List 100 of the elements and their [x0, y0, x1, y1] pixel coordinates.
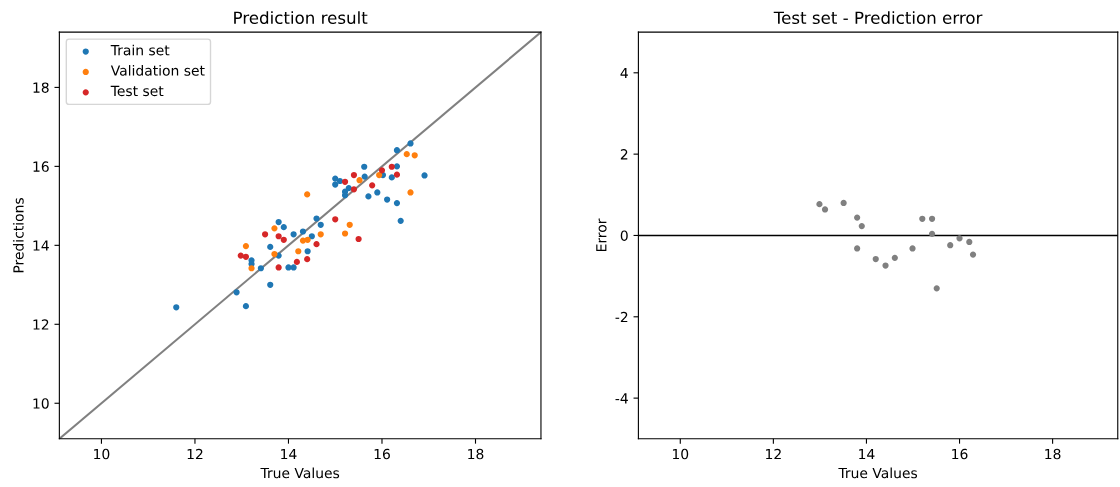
- point: [248, 265, 255, 272]
- x-axis-title: True Values: [260, 467, 340, 479]
- point: [271, 250, 278, 258]
- point: [173, 304, 180, 311]
- point: [361, 163, 368, 170]
- point: [947, 242, 954, 249]
- point: [821, 206, 829, 213]
- y-tick-label: 4: [620, 67, 628, 79]
- point: [407, 140, 414, 147]
- point: [388, 163, 395, 170]
- point: [275, 233, 282, 240]
- x-tick-label: 10: [94, 448, 110, 460]
- point: [361, 173, 368, 180]
- point: [388, 174, 395, 181]
- point: [397, 217, 404, 224]
- point: [393, 199, 401, 207]
- point: [858, 223, 865, 230]
- y-tick-label: 2: [620, 149, 628, 160]
- point: [421, 172, 428, 179]
- point: [290, 231, 297, 238]
- point: [299, 228, 307, 235]
- point: [304, 248, 311, 255]
- point: [261, 231, 269, 238]
- y-tick-label: 12: [33, 319, 49, 330]
- point: [345, 184, 352, 192]
- point: [407, 189, 414, 196]
- point: [928, 230, 936, 237]
- point: [242, 303, 250, 310]
- point: [233, 289, 240, 296]
- point: [285, 264, 292, 271]
- y-tick-label: -4: [615, 393, 628, 404]
- point: [872, 255, 879, 263]
- point: [308, 233, 315, 240]
- point: [242, 253, 250, 260]
- point: [891, 254, 898, 261]
- point: [384, 196, 391, 203]
- point: [393, 147, 401, 154]
- x-tick-label: 14: [859, 448, 875, 460]
- y-tick-label: 10: [33, 398, 49, 409]
- point: [378, 167, 386, 174]
- point: [816, 201, 823, 208]
- y-tick-label: 14: [33, 240, 49, 251]
- point: [237, 252, 244, 259]
- point: [356, 177, 363, 184]
- point: [854, 214, 861, 221]
- point: [374, 189, 381, 196]
- point: [280, 224, 287, 231]
- point: [267, 243, 274, 251]
- point: [336, 177, 344, 185]
- point: [933, 285, 940, 292]
- point: [267, 281, 274, 288]
- point: [341, 230, 349, 237]
- point: [313, 215, 320, 222]
- legend-label: Train set: [110, 44, 170, 56]
- point: [956, 235, 963, 242]
- point: [332, 216, 339, 223]
- x-tick-label: 18: [1045, 448, 1061, 460]
- point: [919, 215, 926, 222]
- legend-label: Test set: [110, 85, 164, 97]
- y-tick-label: 18: [33, 82, 49, 93]
- y-tick-label: -2: [615, 311, 628, 323]
- point: [275, 264, 282, 271]
- x-axis-title: True Values: [838, 467, 918, 479]
- point: [369, 182, 376, 189]
- x-tick-label: 12: [187, 448, 203, 460]
- x-tick-label: 12: [766, 448, 781, 460]
- point: [376, 171, 383, 179]
- point: [280, 236, 287, 243]
- x-tick-label: 16: [374, 448, 390, 460]
- point: [290, 264, 297, 271]
- point: [271, 225, 278, 232]
- point: [242, 243, 250, 250]
- x-tick-label: 18: [468, 448, 484, 460]
- chart-title: Prediction result: [234, 11, 368, 25]
- legend-label: Validation set: [110, 65, 205, 76]
- point: [293, 258, 300, 266]
- point: [304, 236, 311, 243]
- y-axis-title: Error: [596, 218, 607, 252]
- point: [350, 171, 358, 179]
- point: [275, 218, 282, 226]
- x-tick-label: 10: [672, 448, 689, 460]
- point: [909, 245, 916, 252]
- point: [346, 221, 353, 228]
- point: [854, 245, 861, 252]
- point: [365, 193, 372, 200]
- point: [295, 248, 302, 255]
- point: [317, 231, 324, 238]
- y-axis-title: Predictions: [12, 198, 24, 273]
- x-tick-label: 16: [952, 448, 968, 460]
- point: [341, 178, 349, 185]
- chart-title: Test set - Prediction error: [773, 11, 983, 25]
- point: [317, 221, 324, 228]
- point: [257, 265, 264, 272]
- point: [840, 199, 847, 207]
- point: [411, 152, 418, 159]
- point: [393, 171, 401, 178]
- y-tick-label: 16: [33, 161, 49, 172]
- y-tick-label: 0: [620, 230, 628, 241]
- point: [928, 215, 936, 222]
- point: [313, 241, 320, 248]
